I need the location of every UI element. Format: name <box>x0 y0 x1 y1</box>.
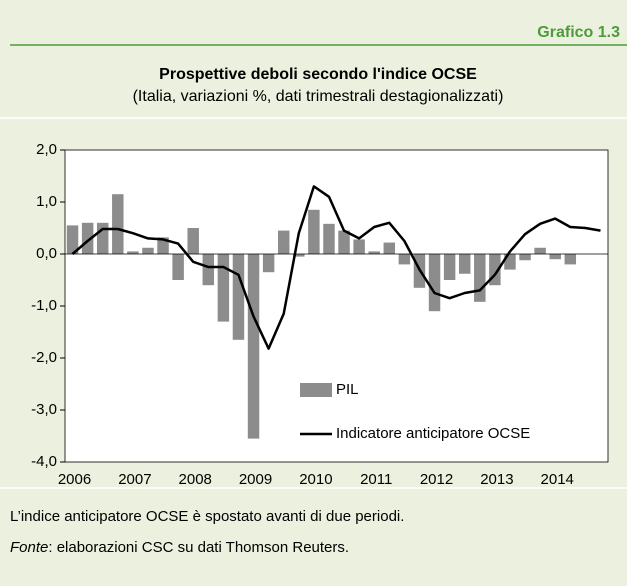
bar <box>202 254 215 286</box>
bar <box>504 254 516 270</box>
chart-subtitle: (Italia, variazioni %, dati trimestrali … <box>133 88 504 105</box>
line-series <box>71 185 601 350</box>
bar <box>66 225 79 254</box>
bar <box>338 230 350 254</box>
x-tick-label: 2014 <box>541 471 574 488</box>
note: L’indice anticipatore OCSE è spostato av… <box>10 508 404 525</box>
bar <box>474 254 486 302</box>
bar <box>96 222 109 254</box>
bar <box>489 254 501 286</box>
bar <box>368 251 380 254</box>
bar <box>247 254 260 439</box>
y-tick-label: -1,0 <box>31 297 57 314</box>
bar <box>262 254 275 273</box>
plot-area <box>64 149 609 463</box>
x-tick-label: 2013 <box>480 471 513 488</box>
bar <box>519 254 531 261</box>
bar <box>187 228 199 254</box>
bar <box>549 254 561 260</box>
bar <box>127 251 139 254</box>
bar <box>217 254 230 322</box>
y-tick-label: 2,0 <box>36 141 57 158</box>
source-label: Fonte <box>10 539 48 556</box>
y-tick-label: 0,0 <box>36 245 57 262</box>
bar <box>323 223 335 254</box>
x-tick-label: 2007 <box>118 471 151 488</box>
bar <box>458 254 471 274</box>
bar <box>428 254 441 312</box>
bar <box>293 254 305 257</box>
y-tick-label: -2,0 <box>31 349 57 366</box>
bar <box>534 247 546 254</box>
bar <box>353 239 365 254</box>
bar <box>398 254 411 265</box>
bar <box>112 194 124 254</box>
x-tick-label: 2012 <box>420 471 453 488</box>
bar <box>81 222 94 254</box>
bar <box>277 230 290 254</box>
bar <box>443 254 456 280</box>
x-tick-label: 2008 <box>179 471 212 488</box>
chart-title: Prospettive deboli secondo l'indice OCSE <box>159 66 477 83</box>
y-tick-label: -4,0 <box>31 453 57 470</box>
bar <box>157 237 169 254</box>
bar <box>232 254 245 340</box>
bar <box>564 254 577 265</box>
bar <box>142 247 154 254</box>
x-tick-label: 2006 <box>58 471 91 488</box>
legend-swatch <box>300 383 332 397</box>
bar <box>172 254 184 280</box>
bar <box>383 242 396 254</box>
source: Fonte: elaborazioni CSC su dati Thomson … <box>10 539 349 556</box>
y-tick-label: -3,0 <box>31 401 57 418</box>
source-text: : elaborazioni CSC su dati Thomson Reute… <box>48 539 349 556</box>
header: Grafico 1.3 <box>537 24 620 41</box>
x-tick-label: 2010 <box>299 471 332 488</box>
bar <box>308 209 320 254</box>
x-tick-label: 2011 <box>360 471 392 488</box>
x-tick-label: 2009 <box>239 471 272 488</box>
y-tick-label: 1,0 <box>36 193 57 210</box>
legend-label: PIL <box>336 381 359 398</box>
legend-label: Indicatore anticipatore OCSE <box>336 425 530 442</box>
